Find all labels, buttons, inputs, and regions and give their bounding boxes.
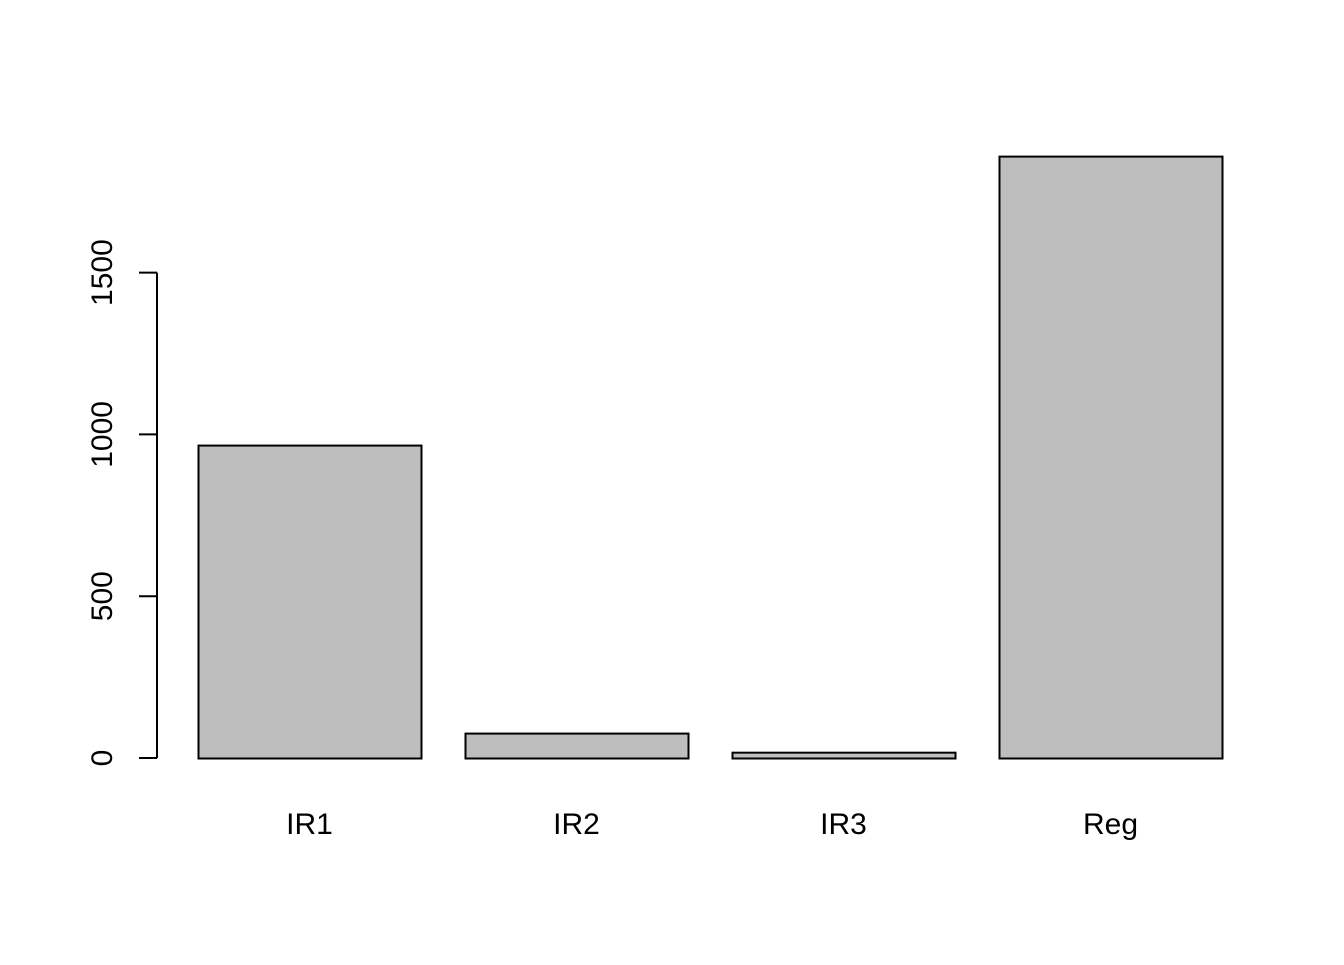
- bar-ir1: [197, 444, 423, 760]
- y-tick-label-1000: 1000: [86, 401, 119, 468]
- x-tick-label-reg: Reg: [1083, 808, 1138, 841]
- bar-ir3: [731, 751, 957, 760]
- x-tick-label-ir2: IR2: [553, 808, 600, 841]
- x-tick-label-ir3: IR3: [820, 808, 867, 841]
- bar-reg: [998, 155, 1224, 760]
- x-tick-label-ir1: IR1: [286, 808, 333, 841]
- bar-ir2: [464, 732, 690, 760]
- x-axis-labels: IR1 IR2 IR3 Reg: [286, 808, 1138, 841]
- bars-layer: [197, 155, 1224, 760]
- y-axis: 0 500 1000 1500: [86, 239, 158, 767]
- y-tick-label-500: 500: [86, 571, 119, 621]
- y-tick-label-1500: 1500: [86, 239, 119, 306]
- y-tick-label-0: 0: [86, 750, 119, 767]
